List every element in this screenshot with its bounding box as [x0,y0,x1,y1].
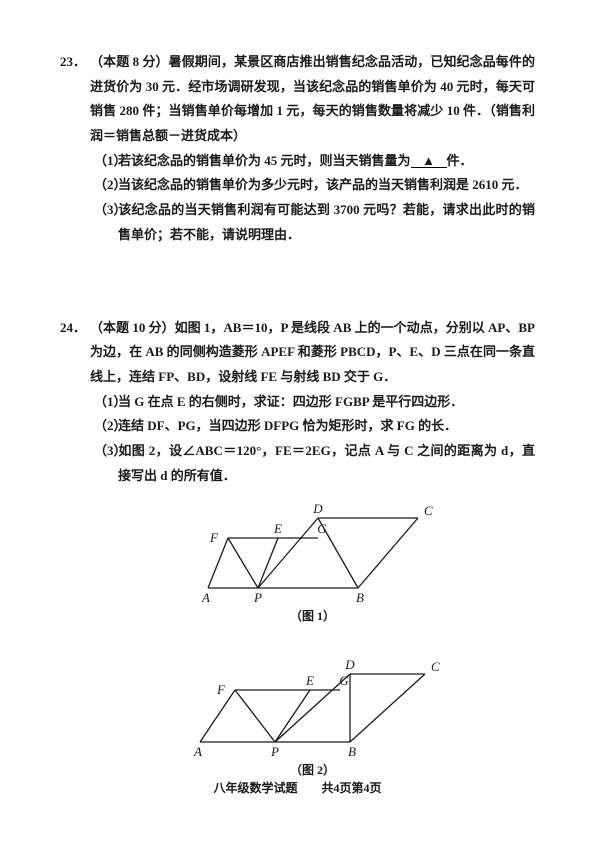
q23-sub1-blank: ▲ [411,154,447,168]
figure-2-svg: A P B F E GD C [180,652,445,757]
svg-text:F: F [209,530,219,545]
q23-sub1-label: （1） [94,149,118,174]
svg-text:C: C [424,503,433,518]
q23-number: 23． [60,50,86,75]
figure-1-caption: （图 1） [90,605,535,628]
q23-sub1: （1）若该纪念品的销售单价为 45 元时，则当天销售量为▲件． [90,149,535,174]
q24-sub2: （2）连结 DF、PG，当四边形 DFPG 恰为矩形时，求 FG 的长． [90,414,535,439]
svg-text:A: A [193,744,202,757]
svg-text:P: P [253,590,262,603]
q24-figures: APBFEGDC （图 1） APBFEGDC （图 2） [90,498,535,782]
q23-sub1-text: 若该纪念品的销售单价为 45 元时，则当天销售量为 [118,153,411,168]
q23-text: （本题 8 分）暑假期间，某景区商店推出销售纪念品活动，已知纪念品每件的进货价为… [90,50,535,149]
q24-sub3: （3）如图 2，设∠ABC＝120°，FE＝2EG，记点 A 与 C 之间的距离… [90,439,535,488]
q24-header-row: 24． （本题 10 分）如图 1，AB＝10，P 是线段 AB 上的一个动点，… [60,316,535,786]
q24-text: （本题 10 分）如图 1，AB＝10，P 是线段 AB 上的一个动点，分别以 … [90,316,535,390]
svg-text:F: F [216,682,226,697]
svg-text:E: E [273,521,282,536]
q23-sub1-after: 件． [447,153,473,168]
q23-sub2: （2）当该纪念品的销售单价为多少元时，该产品的当天销售利润是 2610 元． [90,173,535,198]
q24-sub3-text: 如图 2，设∠ABC＝120°，FE＝2EG，记点 A 与 C 之间的距离为 d… [118,443,535,483]
q24-sub1-label: （1） [94,390,118,415]
question-23: 23． （本题 8 分）暑假期间，某景区商店推出销售纪念品活动，已知纪念品每件的… [60,50,535,248]
svg-text:D: D [344,657,355,672]
svg-text:B: B [356,590,364,603]
q24-sub2-text: 连结 DF、PG，当四边形 DFPG 恰为矩形时，求 FG 的长． [118,418,457,433]
svg-text:E: E [305,673,314,688]
q24-sub2-label: （2） [94,414,118,439]
figure-1-svg: A P B F E GD C [188,498,438,603]
svg-text:A: A [201,590,210,603]
svg-text:C: C [431,659,440,674]
svg-text:B: B [348,744,356,757]
q23-body: （本题 8 分）暑假期间，某景区商店推出销售纪念品活动，已知纪念品每件的进货价为… [90,50,535,248]
q24-sub3-label: （3） [94,439,118,464]
figure-2: APBFEGDC （图 2） [90,652,535,782]
q24-sub1: （1）当 G 在点 E 的右侧时，求证：四边形 FGBP 是平行四边形． [90,390,535,415]
q23-sub3-label: （3） [94,198,118,223]
figure-1: A P B F E GD C （图 1） [90,498,535,628]
svg-text:G: G [317,521,327,536]
q23-sub3: （3）该纪念品的当天销售利润有可能达到 3700 元吗？若能，请求出此时的销售单… [90,198,535,247]
svg-text:D: D [312,501,323,516]
q23-sub2-text: 当该纪念品的销售单价为多少元时，该产品的当天销售利润是 2610 元． [118,177,528,192]
q23-sub2-label: （2） [94,173,118,198]
svg-text:G: G [339,673,349,688]
svg-text:P: P [270,744,279,757]
q24-sub1-text: 当 G 在点 E 的右侧时，求证：四边形 FGBP 是平行四边形． [118,394,463,409]
question-24: 24． （本题 10 分）如图 1，AB＝10，P 是线段 AB 上的一个动点，… [60,316,535,786]
q24-body: （本题 10 分）如图 1，AB＝10，P 是线段 AB 上的一个动点，分别以 … [90,316,535,786]
page-footer: 八年级数学试题 共4页第4页 [0,777,595,800]
q23-header-row: 23． （本题 8 分）暑假期间，某景区商店推出销售纪念品活动，已知纪念品每件的… [60,50,535,248]
q23-sub3-text: 该纪念品的当天销售利润有可能达到 3700 元吗？若能，请求出此时的销售单价；若… [118,202,535,242]
q24-number: 24． [60,316,86,341]
